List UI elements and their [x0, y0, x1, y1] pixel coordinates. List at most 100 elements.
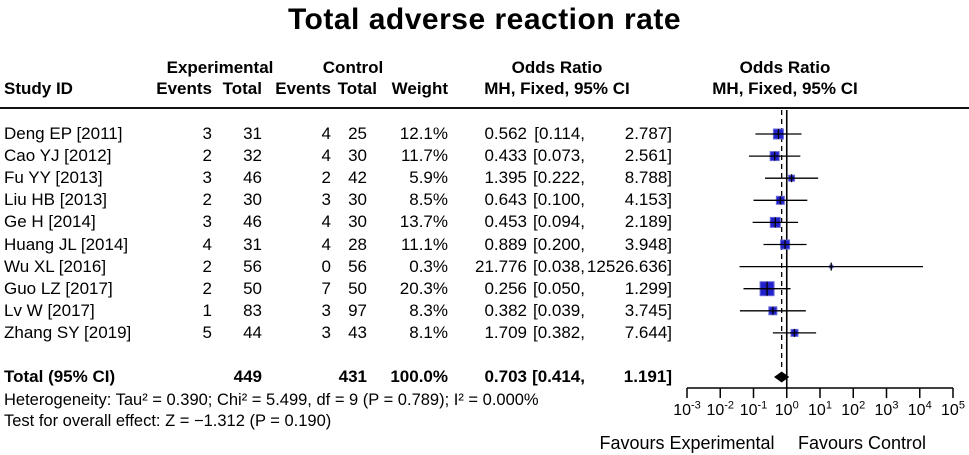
exp-total-cell: 46: [243, 212, 262, 232]
exp-events-cell: 5: [202, 322, 212, 342]
or-cell: 0.453: [484, 212, 527, 232]
ci-high-cell: 3.948]: [624, 234, 672, 254]
axis-tick-label: 101: [808, 399, 832, 419]
total-ctrl-total: 431: [338, 367, 367, 386]
ctrl-total-cell: 28: [348, 234, 367, 254]
ctrl-total-cell: 50: [348, 278, 367, 298]
axis-tick-label: 10-1: [739, 399, 768, 419]
weight-cell: 5.9%: [409, 168, 448, 188]
favours-left-label: Favours Experimental: [599, 433, 775, 453]
ci-high-cell: 2.561]: [624, 146, 672, 166]
header-odds-ratio-text: Odds Ratio: [511, 58, 603, 77]
ci-low-cell: [0.039,: [533, 300, 585, 320]
ctrl-total-cell: 30: [348, 212, 367, 232]
axis-tick-label: 10-3: [673, 399, 701, 419]
total-weight: 100.0%: [390, 367, 448, 386]
exp-events-cell: 3: [202, 212, 212, 232]
or-cell: 1.709: [484, 322, 527, 342]
header-exp-total: Total: [222, 79, 262, 98]
ci-low-cell: [0.073,: [533, 146, 585, 166]
header-method-text: MH, Fixed, 95% CI: [484, 79, 630, 98]
ctrl-total-cell: 30: [348, 190, 367, 210]
ci-low-cell: [0.114,: [534, 124, 585, 143]
axis-tick-label: 100: [774, 399, 799, 419]
total-row: Total (95% CI) 449 431 100.0% 0.703 [0.4…: [0, 367, 969, 387]
favours-right-label: Favours Control: [797, 433, 927, 453]
or-cell: 0.562: [484, 124, 527, 143]
exp-total-cell: 50: [243, 278, 262, 298]
study-id-cell: Lv W [2017]: [4, 300, 95, 320]
ci-high-cell: 8.788]: [624, 168, 672, 188]
study-id-cell: Fu YY [2013]: [4, 168, 103, 188]
study-row: Zhang SY [2019] 5 44 3 43 8.1% 1.709 [0.…: [0, 323, 969, 343]
study-id-cell: Wu XL [2016]: [4, 256, 107, 276]
ci-high-cell: 2.787]: [624, 124, 672, 143]
ctrl-events-cell: 2: [321, 168, 331, 188]
header-exp-events: Events: [156, 79, 212, 98]
header-method-plot: MH, Fixed, 95% CI: [712, 79, 858, 98]
ctrl-total-cell: 56: [348, 256, 367, 276]
axis-tick-label: 102: [841, 399, 866, 419]
total-ci-low: [0.414,: [532, 367, 585, 386]
axis-tick-label: 104: [907, 399, 932, 419]
total-exp-total: 449: [233, 367, 262, 386]
heterogeneity-note: Heterogeneity: Tau² = 0.390; Chi² = 5.49…: [4, 391, 539, 409]
weight-cell: 12.1%: [399, 124, 448, 143]
exp-total-cell: 44: [243, 322, 262, 342]
header-ctrl-total: Total: [337, 79, 377, 98]
exp-events-cell: 2: [202, 190, 212, 210]
study-row: Liu HB [2013] 2 30 3 30 8.5% 0.643 [0.10…: [0, 190, 969, 210]
ctrl-events-cell: 3: [321, 322, 331, 342]
ctrl-events-cell: 4: [321, 234, 331, 254]
ci-low-cell: [0.222,: [533, 168, 585, 188]
ctrl-total-cell: 30: [348, 146, 367, 166]
ctrl-events-cell: 4: [321, 124, 331, 143]
ci-high-cell: 7.644]: [624, 322, 672, 342]
study-row: Wu XL [2016] 2 56 0 56 0.3% 21.776 [0.03…: [0, 257, 969, 277]
exp-events-cell: 2: [202, 278, 212, 298]
study-row: Guo LZ [2017] 2 50 7 50 20.3% 0.256 [0.0…: [0, 279, 969, 299]
weight-cell: 13.7%: [399, 212, 448, 232]
exp-events-cell: 2: [202, 146, 212, 166]
total-label: Total (95% CI): [4, 367, 116, 386]
axis-tick-label: 105: [941, 399, 965, 419]
exp-total-cell: 56: [243, 256, 262, 276]
study-row: Deng EP [2011] 3 31 4 25 12.1% 0.562 [0.…: [0, 124, 969, 144]
header-odds-ratio-plot: Odds Ratio: [739, 58, 831, 77]
ci-high-cell: 3.745]: [624, 300, 672, 320]
axis-tick-label: 10-2: [706, 399, 735, 419]
weight-cell: 0.3%: [409, 256, 448, 276]
weight-cell: 11.7%: [401, 146, 448, 166]
ctrl-total-cell: 97: [348, 300, 367, 320]
ctrl-events-cell: 7: [321, 278, 331, 298]
study-id-cell: Huang JL [2014]: [4, 234, 129, 254]
exp-events-cell: 2: [202, 256, 212, 276]
or-cell: 0.433: [484, 146, 527, 166]
ci-high-cell: 4.153]: [624, 190, 672, 210]
header-divider: [0, 107, 969, 109]
or-cell: 21.776: [475, 256, 527, 276]
ctrl-total-cell: 43: [348, 322, 367, 342]
ci-high-cell: 2.189]: [624, 212, 672, 232]
study-id-cell: Guo LZ [2017]: [4, 278, 113, 298]
study-id-cell: Ge H [2014]: [4, 212, 96, 232]
or-cell: 0.889: [484, 234, 527, 254]
ci-low-cell: [0.094,: [533, 212, 585, 232]
ctrl-events-cell: 0: [321, 256, 331, 276]
study-id-cell: Zhang SY [2019]: [4, 322, 132, 342]
exp-events-cell: 3: [202, 168, 212, 188]
header-ctrl-events: Events: [275, 79, 331, 98]
exp-total-cell: 30: [243, 190, 262, 210]
or-cell: 0.382: [484, 300, 527, 320]
overall-effect-note: Test for overall effect: Z = −1.312 (P =…: [4, 412, 332, 430]
exp-events-cell: 1: [202, 300, 212, 320]
ctrl-events-cell: 3: [321, 300, 331, 320]
header-study-id: Study ID: [4, 79, 73, 98]
figure-title: Total adverse reaction rate: [287, 3, 682, 36]
axis-tick-label: 103: [874, 399, 899, 419]
study-id-cell: Deng EP [2011]: [4, 124, 123, 143]
ci-low-cell: [0.382,: [533, 322, 585, 342]
or-cell: 0.256: [484, 278, 527, 298]
